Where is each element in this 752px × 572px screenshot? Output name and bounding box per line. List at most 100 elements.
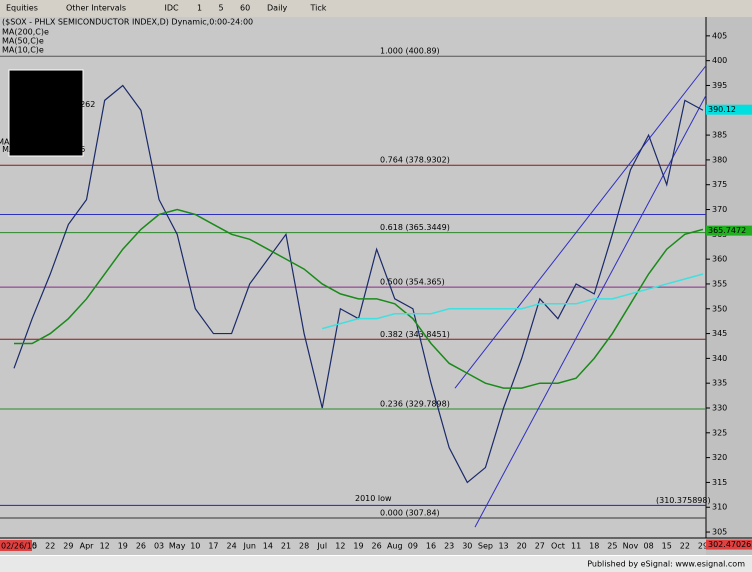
data-window (8, 69, 84, 157)
fib-label: 0.500 (354.365) (380, 278, 445, 287)
x-tick-label: 19 (353, 542, 363, 551)
price-tag: 302.470262 (708, 540, 752, 549)
y-tick-label: 405 (712, 31, 727, 40)
dw-value: 343.3656 (47, 145, 85, 154)
x-tick-label: 28 (299, 542, 309, 551)
y-tick-label: 380 (712, 155, 727, 164)
price-tag: 390.12 (708, 105, 736, 114)
price-tag-bg (706, 539, 752, 550)
x-tick-label: 13 (498, 542, 508, 551)
dw-value: 333.75 (47, 123, 75, 132)
toolbar-item[interactable]: 60 (240, 4, 250, 13)
data-window-header: IDC (39, 71, 54, 80)
y-tick-label: 345 (712, 329, 727, 338)
y-tick-label: 320 (712, 453, 727, 462)
x-tick-label: 29 (698, 542, 708, 551)
x-tick-label: 09 (408, 542, 418, 551)
x-tick-label: 08 (644, 542, 654, 551)
toolbar-item[interactable]: Tick (310, 4, 327, 13)
y-tick-label: 340 (712, 354, 727, 363)
x-tick-label: 15 (27, 542, 37, 551)
legend-item: MA(10,C)e (2, 46, 44, 55)
x-tick-label: Oct (551, 542, 565, 551)
y-tick-label: 330 (712, 403, 727, 412)
price-tag-bg (706, 104, 752, 115)
x-tick-label: 15 (662, 542, 672, 551)
dw-value: 338.86 (47, 130, 75, 139)
fib-label: 0.236 (329.7898) (380, 400, 450, 409)
toolbar-item[interactable]: Other Intervals (66, 4, 126, 13)
y-tick-label: 400 (712, 56, 727, 65)
legend-item: MA(200,C)e (2, 28, 49, 37)
toolbar-item[interactable]: Daily (267, 4, 288, 13)
dw-value: $SOX,D (47, 78, 77, 87)
price-tag: 365.7472 (708, 226, 746, 235)
x-tick-label: 10 (190, 542, 200, 551)
fib-label: 1.000 (400.89) (380, 47, 440, 56)
dw-label: Symbol (14, 78, 44, 87)
x-tick-label: Jul (316, 542, 327, 551)
footer: Published by eSignal: www.esignal.com (587, 560, 745, 569)
x-tick-label: 26 (372, 542, 382, 551)
channel (474, 95, 707, 528)
x-tick-label: Sep (478, 542, 493, 551)
x-tick-label: 12 (100, 542, 110, 551)
toolbar-item[interactable]: IDC (165, 4, 180, 13)
dw-label: Close (22, 130, 44, 139)
y-tick-label: 305 (712, 528, 727, 537)
x-tick-label: 14 (263, 542, 273, 551)
y-tick-label: 310 (712, 503, 727, 512)
series-line (14, 208, 704, 389)
dw-value: 02/26/10 (47, 85, 83, 94)
y-tick-label: 395 (712, 81, 727, 90)
toolbar-item[interactable]: Equities (6, 4, 38, 13)
plot-bg (0, 17, 752, 555)
dw-value: 302.470262 (47, 100, 95, 109)
x-tick-label: 12 (335, 542, 345, 551)
x-tick-label: 17 (208, 542, 218, 551)
y-tick-label: 370 (712, 205, 727, 214)
dw-label: Price (24, 100, 44, 109)
y-tick-label: 385 (712, 131, 727, 140)
dw-value: 00:00 (47, 93, 70, 102)
x-tick-label: 30 (462, 542, 472, 551)
x-tick-label: May (169, 542, 186, 551)
dw-label: MA(50,C)e (2, 145, 44, 154)
x-tick-label: Aug (387, 542, 403, 551)
y-tick-label: 355 (712, 279, 727, 288)
y-tick-label: 350 (712, 304, 727, 313)
fib-label: 0.764 (378.9302) (380, 156, 450, 165)
dw-label: Open (23, 108, 44, 117)
x-tick-label: 26 (136, 542, 146, 551)
dw-label: High (26, 115, 44, 124)
chart: Equities Other Intervals IDC 1 5 60 Daily Tick3… (0, 4, 752, 569)
dw-label: Date (25, 85, 44, 94)
x-tick-label: 20 (517, 542, 527, 551)
toolbar (0, 0, 752, 17)
toolbar-item[interactable]: 1 (197, 4, 202, 13)
fib-label: 0.382 (343.8451) (380, 330, 450, 339)
x-tick-label: 19 (118, 542, 128, 551)
x-tick-label: 22 (680, 542, 690, 551)
channel (454, 65, 707, 389)
y-tick-label: 375 (712, 180, 727, 189)
x-tick-label: 27 (535, 542, 545, 551)
dw-label: MA(200,C)e (0, 138, 44, 147)
fib-label: 0.000 (307.84) (380, 508, 440, 517)
x-tick-label: 03 (154, 542, 164, 551)
toolbar-item[interactable]: 5 (219, 4, 224, 13)
series-line (322, 273, 704, 330)
y-tick-label: 335 (712, 379, 727, 388)
y-tick-label: 325 (712, 428, 727, 437)
legend-item: MA(50,C)e (2, 37, 44, 46)
x-tick-label: 23 (444, 542, 454, 551)
y-tick-label: 315 (712, 478, 727, 487)
footer-bg (0, 556, 752, 572)
dw-value: 338.54 (47, 108, 75, 117)
date-tag-bg (0, 540, 32, 551)
x-tick-label: 25 (607, 542, 617, 551)
x-tick-label: 16 (426, 542, 436, 551)
x-tick-label: 21 (281, 542, 291, 551)
date-tag: 02/26/10 (1, 542, 37, 551)
